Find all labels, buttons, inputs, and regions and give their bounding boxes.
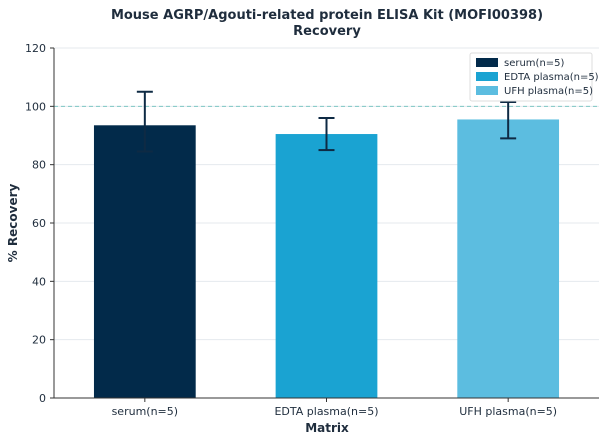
error-bars-group xyxy=(136,90,517,153)
chart-subtitle: Recovery xyxy=(293,24,361,39)
bar-0 xyxy=(93,125,196,399)
y-tick-label-6: 120 xyxy=(25,42,46,55)
axes-group xyxy=(50,47,599,402)
legend: serum(n=5) EDTA plasma(n=5) UFH plasma(n=5… xyxy=(469,52,599,102)
x-tick-label-1: EDTA plasma(n=5) xyxy=(274,405,378,418)
x-tick-label-2: UFH plasma(n=5) xyxy=(459,405,557,418)
bars-group xyxy=(93,119,560,399)
legend-swatch-1 xyxy=(476,72,498,81)
x-tick-label-0: serum(n=5) xyxy=(112,405,178,418)
legend-entry-2: UFH plasma(n=5) xyxy=(504,86,593,97)
y-tick-label-2: 40 xyxy=(32,275,46,288)
bar-2 xyxy=(457,119,560,398)
chart-title: Mouse AGRP/Agouti-related protein ELISA … xyxy=(111,8,543,23)
legend-entry-0: serum(n=5) xyxy=(504,58,565,69)
y-tick-label-0: 0 xyxy=(39,392,46,405)
x-tick-labels: serum(n=5) EDTA plasma(n=5) UFH plasma(n=5… xyxy=(112,405,558,418)
y-tick-label-5: 100 xyxy=(25,100,46,113)
legend-entry-1: EDTA plasma(n=5) xyxy=(504,72,599,83)
legend-box xyxy=(469,52,593,102)
y-axis-label: % Recovery xyxy=(6,184,20,263)
x-axis-label: Matrix xyxy=(305,421,349,435)
y-tick-label-4: 80 xyxy=(32,159,46,172)
y-tick-labels: 0 20 40 60 80 100 120 xyxy=(25,42,46,405)
bar-1 xyxy=(275,134,378,398)
legend-swatch-0 xyxy=(476,58,498,67)
y-tick-label-1: 20 xyxy=(32,334,46,347)
y-tick-label-3: 60 xyxy=(32,217,46,230)
legend-swatch-2 xyxy=(476,86,498,95)
